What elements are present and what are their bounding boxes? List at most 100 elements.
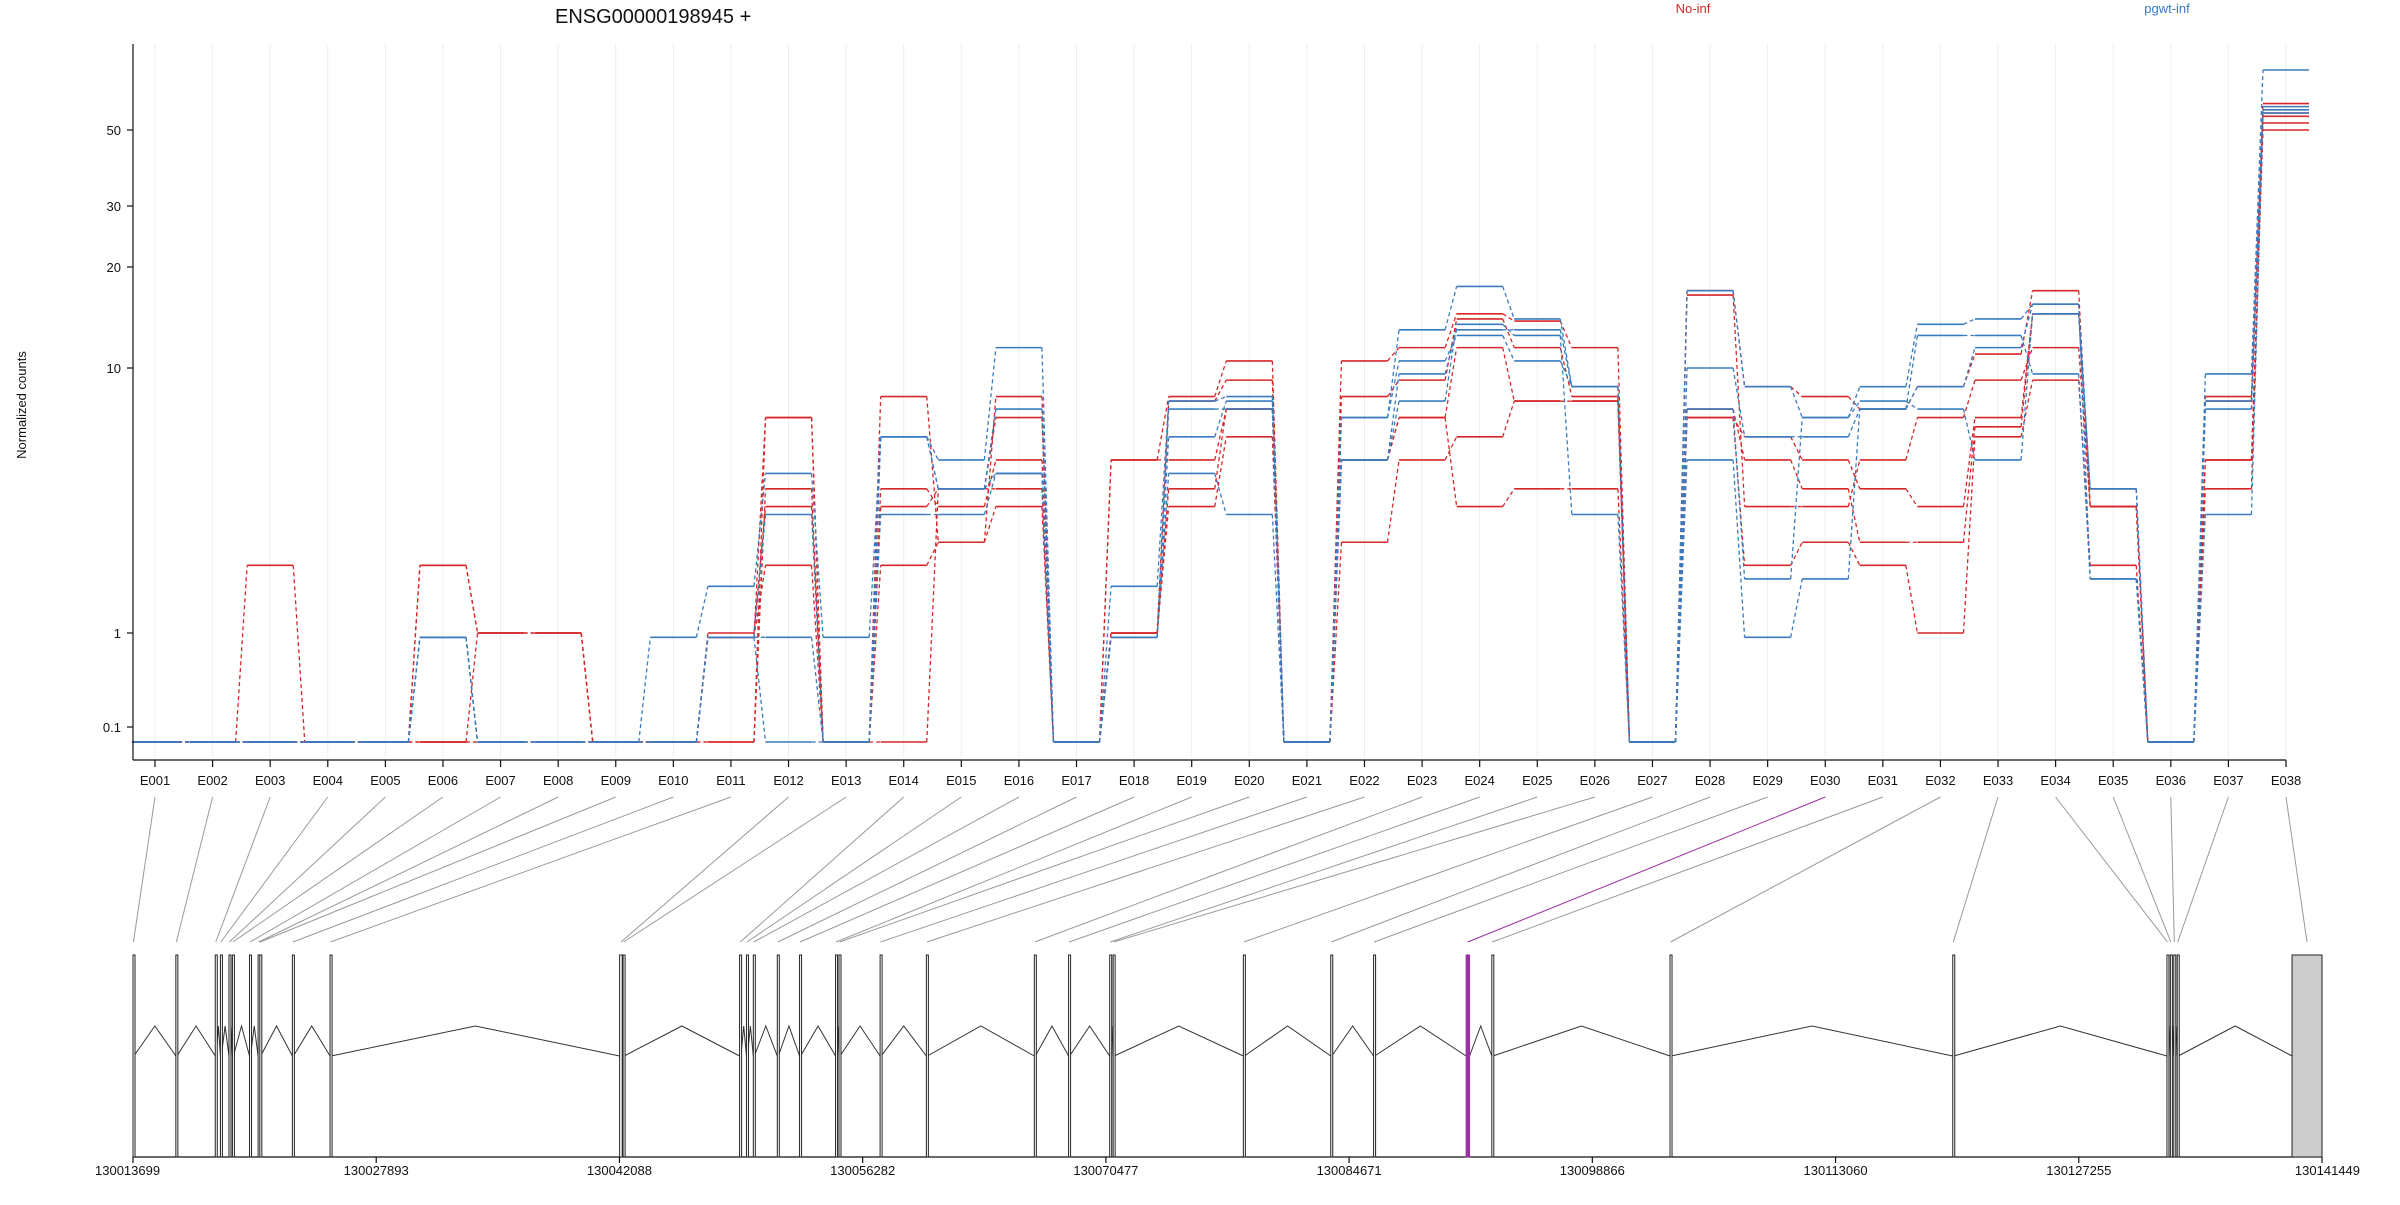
intron-10 <box>292 1025 331 1057</box>
bin-transition <box>1502 318 1515 348</box>
exon-E007 <box>249 954 253 1158</box>
x-tick-label-E036: E036 <box>2156 773 2186 788</box>
x-ticks: E001 E002 E003 E004 E005 E006 E007 E008 E009 E010… <box>140 760 2301 788</box>
intron-37 <box>2178 1025 2293 1057</box>
bin-transition <box>1502 347 1515 402</box>
bin-transition <box>753 637 767 743</box>
exon-E003 <box>214 954 218 1158</box>
bin-transition <box>1444 347 1458 418</box>
bin-transition <box>1732 409 1746 579</box>
bin-transition <box>926 488 939 743</box>
connector-E024 <box>1068 796 1480 943</box>
legend-pgwt-inf: pgwt-inf <box>2144 1 2190 16</box>
intron-6 <box>232 1024 251 1057</box>
bin-transition <box>1444 329 1458 375</box>
connector-E022 <box>926 796 1365 943</box>
x-tick-label-E015: E015 <box>946 773 976 788</box>
bin-transition <box>2135 578 2149 743</box>
exon-E006 <box>231 954 235 1158</box>
intron-24 <box>1069 1025 1111 1057</box>
bin-transition <box>983 347 997 460</box>
grid-layer <box>154 44 2287 758</box>
bin-transition <box>1214 360 1227 397</box>
bin-transition <box>1387 347 1400 362</box>
bin-transition <box>1559 360 1573 387</box>
bin-transition <box>1732 294 1746 507</box>
bin-transition <box>810 417 824 743</box>
connector-E015 <box>746 796 962 943</box>
x-tick-label-E009: E009 <box>601 773 631 788</box>
legend-no-inf: No-inf <box>1676 1 1711 16</box>
bin-transition <box>1386 459 1400 543</box>
bin-transition <box>1214 408 1227 461</box>
x-tick-label-E010: E010 <box>658 773 688 788</box>
bin-transition <box>1329 459 1343 743</box>
axes-layer <box>132 44 2286 761</box>
bin-transition <box>695 637 709 743</box>
x-tick-label-E025: E025 <box>1522 773 1552 788</box>
bin-transition <box>1156 436 1170 638</box>
connector-E021 <box>880 796 1308 943</box>
x-tick-label-E031: E031 <box>1868 773 1898 788</box>
series-pgwt-inf-6 <box>131 69 2310 743</box>
bin-transition <box>1674 409 1688 743</box>
connector-E030 <box>1467 796 1826 943</box>
chart-title: ENSG00000198945 + <box>555 6 751 28</box>
x-tick-label-E003: E003 <box>255 773 285 788</box>
intron-20 <box>839 1025 881 1057</box>
bin-transition <box>983 396 997 543</box>
y-tick-label: 1 <box>114 626 121 641</box>
connector-E009 <box>260 796 616 943</box>
connector-E002 <box>175 796 214 943</box>
exon-E036 <box>2173 954 2177 1158</box>
bin-transition <box>1502 313 1515 322</box>
x-tick-label-E016: E016 <box>1004 773 1034 788</box>
connector-E005 <box>229 796 386 943</box>
x-tick-label-E022: E022 <box>1349 773 1379 788</box>
bin-transition <box>983 506 997 543</box>
exon-E033 <box>1952 954 1956 1158</box>
intron-22 <box>927 1025 1035 1057</box>
bin-transition <box>1905 417 1919 461</box>
bin-transition <box>1962 408 1976 461</box>
bin-transition <box>868 436 882 743</box>
bin-transition <box>1617 347 1631 743</box>
bin-transition <box>1156 401 1170 587</box>
bin-transition <box>810 514 824 743</box>
bin-transition <box>1732 417 1746 566</box>
bin-transition <box>810 506 824 743</box>
bin-transition <box>926 436 939 489</box>
bin-transition <box>1559 335 1573 515</box>
bin-transition <box>1847 400 1861 418</box>
intron-9 <box>260 1024 293 1057</box>
exon-E035 <box>2169 954 2173 1158</box>
x-tick-label-E026: E026 <box>1580 773 1610 788</box>
bin-transition <box>2135 488 2149 743</box>
bin-transition <box>1847 488 1861 543</box>
x-tick-label-E013: E013 <box>831 773 861 788</box>
bin-transition <box>2078 347 2091 507</box>
exon-E024 <box>1068 954 1072 1158</box>
connector-E038 <box>2285 796 2308 943</box>
bin-transition <box>2020 313 2034 460</box>
bin-transition <box>638 637 651 743</box>
exon-E027 <box>1242 954 1246 1158</box>
bin-transition <box>1847 541 1861 566</box>
series-No-inf-2 <box>131 122 2310 743</box>
x-tick-label-E014: E014 <box>889 773 919 788</box>
bin-transition <box>1444 324 1458 402</box>
bin-transition <box>1847 409 1861 579</box>
bin-transition <box>1732 290 1746 387</box>
intron-23 <box>1034 1024 1070 1057</box>
bin-transition <box>1214 400 1227 438</box>
exon-E012 <box>619 954 623 1158</box>
x-tick-label-E030: E030 <box>1810 773 1840 788</box>
bin-transition <box>1790 578 1803 638</box>
connector-E006 <box>232 796 444 943</box>
bin-transition <box>407 637 421 743</box>
bin-transition <box>2250 112 2264 410</box>
series-layer <box>131 69 2310 743</box>
bin-transition <box>465 632 479 743</box>
bin-transition <box>292 565 306 743</box>
